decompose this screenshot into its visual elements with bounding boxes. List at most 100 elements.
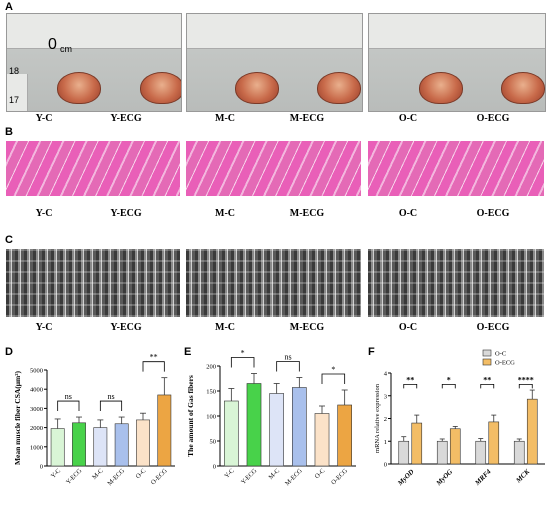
- x-tick-label: O-ECG: [330, 467, 349, 486]
- significance-label: ns: [107, 392, 114, 401]
- legend-swatch: [482, 358, 492, 366]
- label-b-o-c: O-C: [398, 208, 418, 219]
- significance-label: ns: [65, 392, 72, 401]
- x-tick-label: MCK: [514, 467, 532, 485]
- ruler-zero: 0: [48, 36, 57, 53]
- legend-label: O-C: [495, 351, 506, 358]
- label-b-m-c: M-C: [215, 208, 235, 219]
- label-a-o-ecg: O-ECG: [476, 113, 510, 124]
- label-b-m-ecg: M-ECG: [289, 208, 325, 219]
- em-image-y: [6, 249, 180, 317]
- significance-bracket: [403, 383, 418, 389]
- x-tick-label: MyOD: [396, 468, 416, 488]
- bar: [337, 404, 352, 467]
- bar: [269, 393, 284, 467]
- x-tick-label: O-C: [135, 467, 148, 480]
- photo-o-group: [368, 13, 546, 112]
- significance-bracket: [480, 383, 495, 389]
- x-tick-label: O-ECG: [150, 467, 169, 486]
- label-b-y-c: Y-C: [35, 208, 53, 219]
- panel-d-letter: D: [5, 346, 13, 358]
- significance-bracket: [518, 383, 533, 389]
- bar: [513, 440, 525, 465]
- x-tick-label: O-C: [314, 467, 327, 480]
- bar: [436, 440, 448, 465]
- significance-bracket: [441, 383, 456, 389]
- label-c-m-ecg: M-ECG: [289, 322, 325, 333]
- bar: [114, 423, 129, 467]
- y-tick-label: 100: [206, 414, 216, 421]
- y-tick-label: 150: [206, 389, 216, 396]
- x-tick-label: Y-ECG: [240, 467, 259, 486]
- chart-d-fiber-csa: 0 1000 2000 3000 4000 5000 Mean muscle fiber C…: [13, 353, 175, 487]
- y-axis-label: mRNA relative expression: [374, 383, 381, 453]
- x-tick-label: M-ECG: [106, 467, 126, 487]
- label-c-o-ecg: O-ECG: [476, 322, 510, 333]
- significance-bracket: [142, 361, 165, 372]
- label-c-m-c: M-C: [215, 322, 235, 333]
- significance-bracket: [276, 361, 300, 372]
- legend-swatch: [482, 349, 492, 357]
- y-axis-label: The amount of Gas fibers: [186, 375, 195, 457]
- x-tick-label: Y-C: [50, 467, 62, 479]
- label-c-y-ecg: Y-ECG: [110, 322, 142, 333]
- em-image-m: [186, 249, 361, 317]
- y-tick-label: 5000: [30, 368, 43, 375]
- bar: [526, 398, 538, 465]
- panel-a-letter: A: [5, 1, 13, 13]
- label-a-m-ecg: M-ECG: [289, 113, 325, 124]
- label-a-y-c: Y-C: [35, 113, 53, 124]
- significance-label: ns: [284, 353, 291, 362]
- y-tick-label: 2: [384, 416, 387, 423]
- label-a-o-c: O-C: [398, 113, 418, 124]
- label-c-o-c: O-C: [398, 322, 418, 333]
- significance-label: **: [150, 353, 158, 362]
- significance-label: *: [447, 375, 451, 384]
- label-b-o-ecg: O-ECG: [476, 208, 510, 219]
- x-tick-label: M-ECG: [284, 467, 304, 487]
- panel-b-letter: B: [5, 126, 13, 138]
- ruler-17: 17: [9, 95, 20, 105]
- y-tick-label: 3000: [30, 406, 43, 413]
- y-tick-label: 0: [40, 464, 43, 471]
- muscle-specimen-y-c: [57, 72, 101, 104]
- label-c-y-c: Y-C: [35, 322, 53, 333]
- bar: [488, 421, 500, 465]
- significance-label: **: [406, 375, 414, 384]
- panel-c-letter: C: [5, 234, 13, 246]
- bar: [72, 422, 86, 467]
- bar: [411, 422, 423, 465]
- bar: [157, 394, 172, 467]
- bar: [314, 413, 330, 467]
- photo-m-group: [186, 13, 363, 112]
- bar: [449, 428, 461, 465]
- legend-label: O-ECG: [495, 360, 515, 367]
- muscle-specimen-m-c: [235, 72, 279, 104]
- y-tick-label: 2000: [30, 425, 43, 432]
- em-image-o: [368, 249, 544, 317]
- label-a-m-c: M-C: [215, 113, 235, 124]
- x-tick-label: M-C: [267, 467, 281, 481]
- ruler-unit: cm: [60, 44, 72, 54]
- significance-label: *: [241, 349, 245, 358]
- y-tick-label: 4: [384, 371, 388, 378]
- significance-bracket: [230, 357, 255, 368]
- bar: [246, 383, 262, 467]
- chart-e-gas-fibers: 0 50 100 150 200 The amount of Gas fibers Y-C Y…: [186, 349, 356, 487]
- he-image-o: [368, 141, 544, 196]
- y-tick-label: 1: [384, 439, 387, 446]
- he-image-y: [6, 141, 180, 196]
- y-tick-label: 1000: [30, 444, 43, 451]
- x-tick-label: MyOG: [434, 468, 454, 488]
- y-tick-label: 3: [384, 393, 387, 400]
- x-tick-label: M-C: [91, 467, 105, 481]
- label-a-y-ecg: Y-ECG: [110, 113, 142, 124]
- label-b-y-ecg: Y-ECG: [110, 208, 142, 219]
- y-tick-label: 0: [213, 464, 216, 471]
- panel-e-letter: E: [184, 346, 192, 358]
- significance-label: **: [483, 375, 491, 384]
- significance-label: *: [331, 365, 335, 374]
- y-axis-label: Mean muscle fiber CSA(μm²): [13, 370, 22, 465]
- muscle-specimen-y-ecg: [140, 72, 181, 104]
